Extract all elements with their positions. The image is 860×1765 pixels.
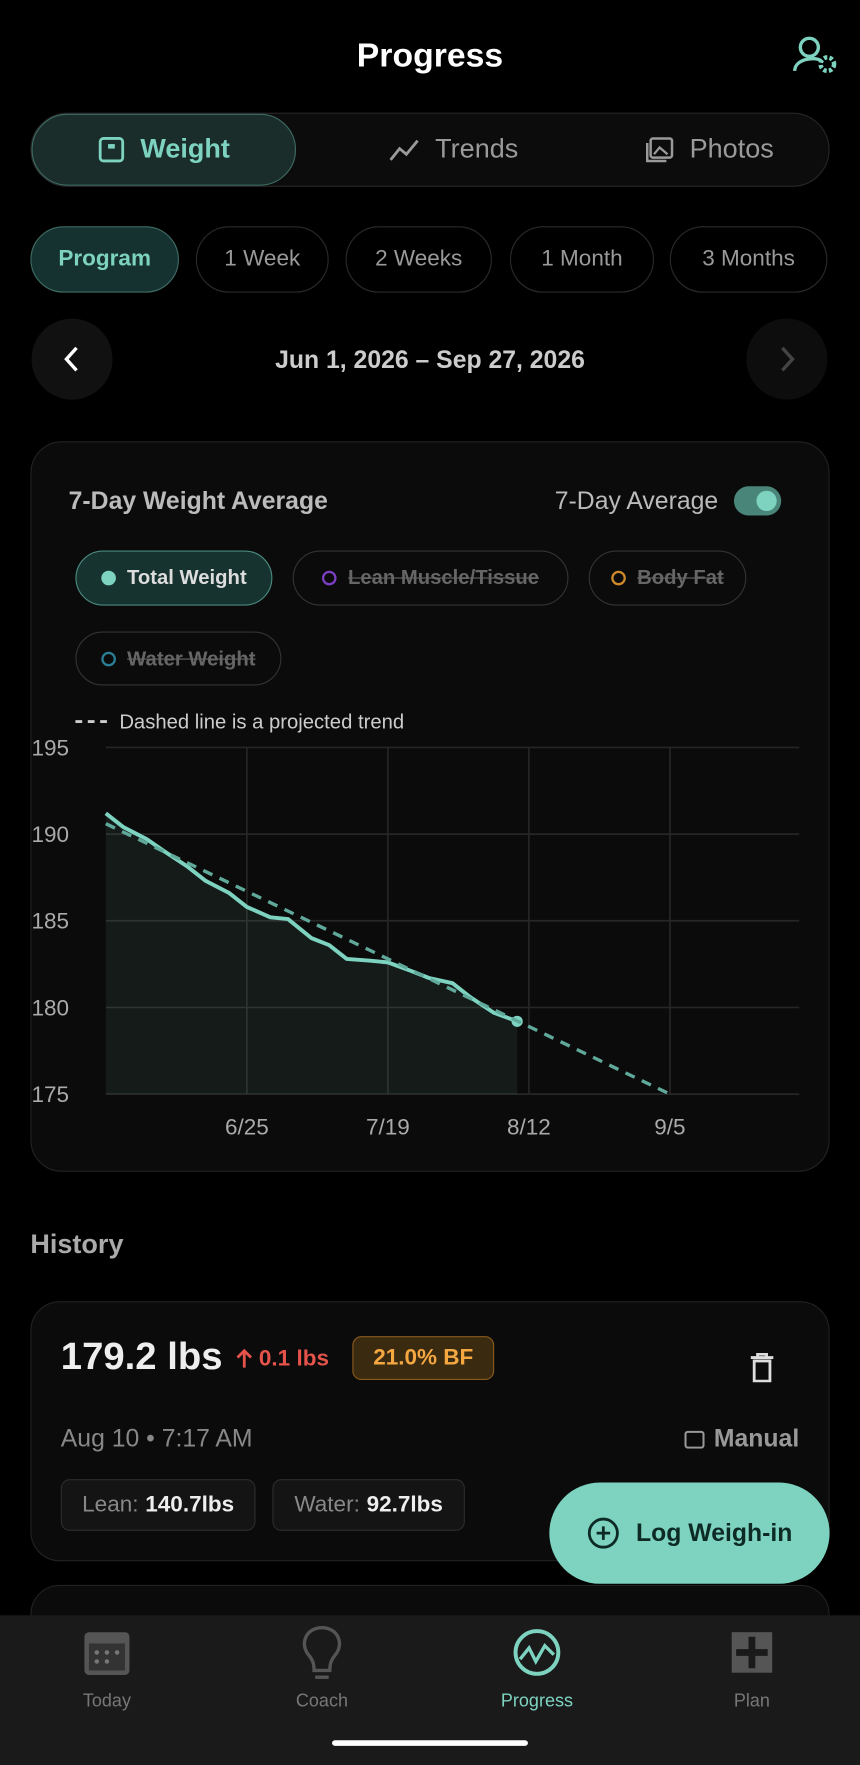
calendar-icon: [684, 1430, 705, 1449]
tab-label: Weight: [140, 133, 230, 165]
filter-label: Water Weight: [127, 646, 256, 670]
y-tick-label: 180: [32, 995, 70, 1020]
y-tick-label: 195: [32, 735, 70, 760]
source-label: Manual: [713, 1423, 800, 1453]
scale-icon: [98, 137, 124, 163]
filter-chip[interactable]: Water Weight: [75, 631, 282, 686]
filter-label: Lean Muscle/Tissue: [347, 566, 540, 589]
page-title: Progress: [356, 37, 504, 75]
y-tick-label: 185: [32, 909, 70, 934]
projection-line: [105, 822, 671, 1096]
home-indicator: [332, 1740, 528, 1746]
range-pill[interactable]: Program: [30, 226, 179, 293]
filter-label: Total Weight: [127, 566, 247, 589]
toggle[interactable]: [733, 486, 782, 516]
range-pill[interactable]: 2 Weeks: [345, 226, 492, 293]
progress-icon[interactable]: [513, 1629, 561, 1676]
history-title: History: [30, 1229, 124, 1260]
nav-label[interactable]: Coach: [295, 1691, 348, 1711]
coach-icon[interactable]: [302, 1626, 342, 1679]
trend-icon: [389, 139, 419, 161]
change-value: 0.1 lbs: [258, 1345, 329, 1371]
today-icon[interactable]: [84, 1632, 130, 1675]
plus-icon: [587, 1517, 619, 1549]
annotation: Dashed line is a projected trend: [119, 711, 404, 733]
chart: Dashed line is a projected trend 195 190 1…: [32, 711, 800, 1140]
photo-icon: [645, 137, 673, 163]
lean-label: Lean:: [82, 1492, 139, 1517]
lean-chip: Lean: 140.7lbs: [60, 1479, 256, 1531]
filter-chip[interactable]: Body Fat: [588, 550, 747, 606]
nav-label[interactable]: Plan: [733, 1691, 770, 1711]
plan-icon[interactable]: [731, 1632, 773, 1673]
next-button[interactable]: [746, 318, 828, 400]
entry-date: Aug 10 • 7:17 AM: [60, 1423, 253, 1453]
filter-chip[interactable]: Lean Muscle/Tissue: [292, 550, 569, 606]
y-tick-label: 175: [32, 1082, 70, 1107]
tab-label: Photos: [689, 133, 774, 165]
log-weigh-in-button[interactable]: Log Weigh-in: [549, 1482, 830, 1584]
y-tick-label: 190: [32, 822, 70, 847]
filter-label: Body Fat: [637, 566, 724, 589]
nav-label[interactable]: Progress: [500, 1691, 573, 1711]
prev-button[interactable]: [31, 318, 113, 400]
range-pill[interactable]: 1 Month: [509, 226, 655, 293]
water-label: Water:: [294, 1492, 360, 1517]
tab-photos[interactable]: Photos: [597, 114, 822, 186]
water-value: 92.7lbs: [366, 1492, 443, 1517]
entry-change: 0.1 lbs: [234, 1345, 329, 1372]
tab-label: Trends: [435, 133, 519, 165]
tab-trends[interactable]: Trends: [326, 114, 579, 186]
bf-badge: 21.0% BF: [352, 1336, 495, 1381]
delete-button[interactable]: [749, 1353, 776, 1383]
nav-icons: [84, 1626, 773, 1679]
nav-label[interactable]: Today: [82, 1691, 131, 1711]
chart-card-title: 7-Day Weight Average: [68, 486, 328, 515]
date-range: Jun 1, 2026 – Sep 27, 2026: [275, 345, 585, 374]
tab-weight[interactable]: Weight: [31, 113, 297, 186]
x-tick-label: 9/5: [654, 1115, 685, 1140]
settings-button[interactable]: [791, 34, 841, 77]
fab-label: Log Weigh-in: [636, 1518, 793, 1547]
range-pill[interactable]: 1 Week: [195, 226, 329, 293]
x-tick-label: 7/19: [366, 1115, 410, 1140]
filter-chip[interactable]: Total Weight: [75, 550, 273, 606]
range-pill[interactable]: 3 Months: [669, 226, 828, 293]
up-arrow: [236, 1348, 253, 1368]
toggle-label: 7-Day Average: [554, 486, 719, 515]
x-tick-label: 6/25: [225, 1115, 269, 1140]
entry-source: Manual: [675, 1423, 799, 1455]
lean-value: 140.7lbs: [145, 1492, 235, 1517]
x-tick-label: 8/12: [507, 1115, 551, 1140]
entry-weight: 179.2 lbs: [60, 1335, 223, 1378]
water-chip: Water: 92.7lbs: [272, 1479, 465, 1531]
nav-bar: [0, 1615, 860, 1765]
